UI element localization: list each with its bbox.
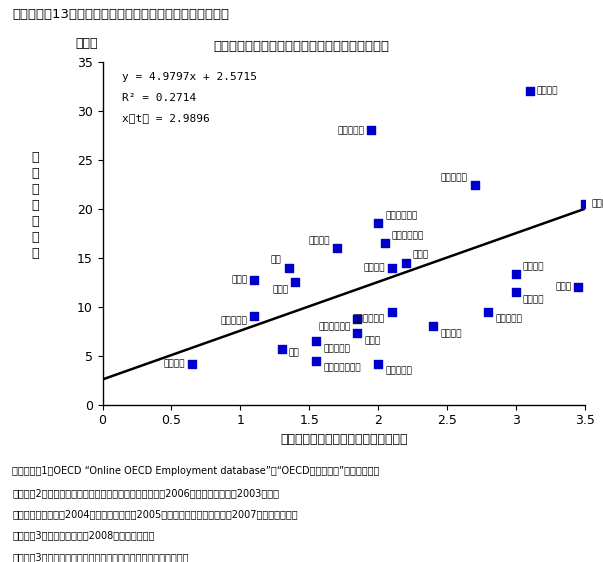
Text: ベルギー: ベルギー <box>440 329 462 338</box>
Point <box>284 263 294 272</box>
Text: メキシコは2004年の、アメリカは2005年の値を使用。それ以外は2007年の値を使用。: メキシコは2004年の、アメリカは2005年の値を使用。それ以外は2007年の値… <box>12 509 298 519</box>
Text: スロバキア: スロバキア <box>385 366 412 375</box>
Text: 第３－１－13図　雇用保護規制の度合いと非正規雇用比率: 第３－１－13図 雇用保護規制の度合いと非正規雇用比率 <box>12 8 229 21</box>
Text: ギリシャ: ギリシャ <box>523 295 545 304</box>
Text: （％）: （％） <box>75 37 98 50</box>
Point <box>380 238 390 247</box>
Text: スペイン: スペイン <box>537 87 558 96</box>
Text: トルコ: トルコ <box>555 283 571 292</box>
Point <box>373 359 383 368</box>
Text: オランダ: オランダ <box>308 236 330 245</box>
Text: 英国: 英国 <box>289 349 299 358</box>
Text: フランス: フランス <box>523 262 545 271</box>
Text: 解雇規制の強い国では非正規雇用比率が高い傍向: 解雇規制の強い国では非正規雇用比率が高い傍向 <box>213 40 390 53</box>
X-axis label: 雇用保護指標（総合評価；第二指標）: 雇用保護指標（総合評価；第二指標） <box>280 433 408 446</box>
Text: 2．非正規雇用比率について、オーストラリアは2006年の、ギリシャは2003年の、: 2．非正規雇用比率について、オーストラリアは2006年の、ギリシャは2003年の… <box>12 488 279 498</box>
Text: アメリカ: アメリカ <box>163 359 185 368</box>
Text: ドイツ: ドイツ <box>412 251 429 260</box>
Point <box>353 329 362 338</box>
Text: スイス: スイス <box>273 285 289 294</box>
Text: オーストリア: オーストリア <box>353 315 385 324</box>
Text: デンマーク: デンマーク <box>220 316 247 325</box>
Text: スウェーデン: スウェーデン <box>385 211 417 220</box>
Text: オーストラリア: オーストラリア <box>323 364 361 373</box>
Text: ハンガリー: ハンガリー <box>323 344 350 353</box>
Text: 3．回帰式の雇用保護指標の係数は、１％有意であった。: 3．回帰式の雇用保護指標の係数は、１％有意であった。 <box>12 552 189 562</box>
Point <box>188 359 197 368</box>
Point <box>511 270 521 279</box>
Text: メキシコ: メキシコ <box>592 200 603 209</box>
Text: 3．雇用保護指標は2008年の値を使用。: 3．雇用保護指標は2008年の値を使用。 <box>12 531 154 541</box>
Point <box>249 276 259 285</box>
Point <box>373 219 383 228</box>
Text: 非
正
規
雇
用
比
率: 非 正 規 雇 用 比 率 <box>31 151 39 260</box>
Text: xのt値 = 2.9896: xのt値 = 2.9896 <box>122 114 210 123</box>
Point <box>401 258 411 267</box>
Text: チェコ: チェコ <box>364 336 380 345</box>
Text: （備考）　1．OECD “Online OECD Employment database”、“OECD．Ｓｔａｔ”により作成。: （備考） 1．OECD “Online OECD Employment data… <box>12 466 379 477</box>
Point <box>277 345 286 353</box>
Text: R² = 0.2714: R² = 0.2714 <box>122 93 196 103</box>
Point <box>367 126 376 135</box>
Text: 日本: 日本 <box>271 256 282 265</box>
Point <box>311 337 321 346</box>
Point <box>387 263 397 272</box>
Text: アイルランド: アイルランド <box>318 323 350 332</box>
Point <box>525 87 535 96</box>
Text: ノルウェー: ノルウェー <box>495 315 522 324</box>
Text: y = 4.9797x + 2.5715: y = 4.9797x + 2.5715 <box>122 72 257 82</box>
Text: イタリア: イタリア <box>364 263 385 272</box>
Point <box>387 307 397 316</box>
Point <box>484 307 493 316</box>
Point <box>249 312 259 321</box>
Point <box>511 288 521 297</box>
Text: カナダ: カナダ <box>231 276 247 285</box>
Point <box>311 356 321 365</box>
Text: ポルトガル: ポルトガル <box>441 173 468 182</box>
Point <box>353 315 362 324</box>
Point <box>332 243 342 252</box>
Point <box>291 278 300 287</box>
Text: ポーランド: ポーランド <box>338 126 364 135</box>
Point <box>470 181 479 190</box>
Point <box>573 283 583 292</box>
Text: フィンランド: フィンランド <box>392 231 424 240</box>
Point <box>429 322 438 331</box>
Point <box>580 200 590 209</box>
